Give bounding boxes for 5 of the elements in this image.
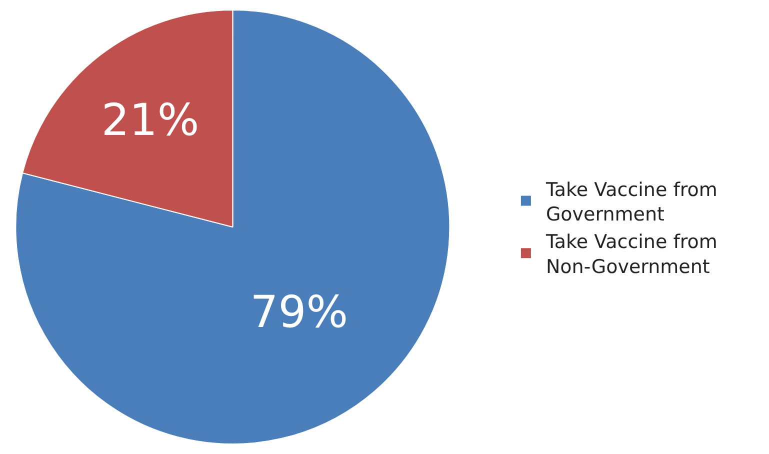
data-label: 21% [101,95,200,146]
pie-slice [15,10,450,444]
legend-label: Take Vaccine from Government [544,178,718,226]
data-label: 79% [250,287,348,338]
legend-label: Take Vaccine from Non-Government [544,231,718,278]
